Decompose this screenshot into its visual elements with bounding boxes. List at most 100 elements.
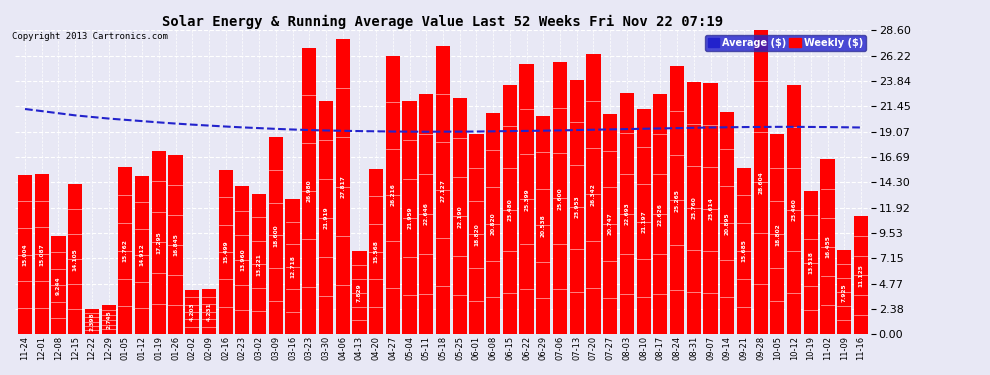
- Text: 25.600: 25.600: [557, 187, 562, 210]
- Text: 13.518: 13.518: [808, 251, 814, 274]
- Bar: [369, 169, 383, 334]
- Text: 7.925: 7.925: [842, 283, 846, 302]
- Bar: [787, 85, 801, 334]
- Text: 16.455: 16.455: [825, 236, 830, 258]
- Text: 23.480: 23.480: [508, 198, 513, 221]
- Bar: [252, 194, 266, 334]
- Text: 4.231: 4.231: [207, 303, 212, 321]
- Bar: [419, 94, 434, 334]
- Bar: [151, 150, 166, 334]
- Bar: [520, 64, 534, 334]
- Bar: [620, 93, 634, 334]
- Text: 14.105: 14.105: [72, 248, 77, 271]
- Bar: [336, 39, 349, 334]
- Bar: [85, 309, 99, 334]
- Text: 21.919: 21.919: [324, 207, 329, 229]
- Bar: [753, 30, 768, 334]
- Bar: [687, 82, 701, 334]
- Bar: [503, 85, 517, 334]
- Text: 27.127: 27.127: [441, 179, 446, 202]
- Bar: [770, 135, 784, 334]
- Bar: [102, 305, 116, 334]
- Text: 15.499: 15.499: [223, 241, 228, 263]
- Text: 11.125: 11.125: [858, 264, 863, 286]
- Bar: [586, 54, 601, 334]
- Text: 25.265: 25.265: [674, 189, 679, 211]
- Bar: [285, 199, 300, 334]
- Bar: [486, 113, 500, 334]
- Bar: [18, 175, 32, 334]
- Text: 14.912: 14.912: [140, 244, 145, 267]
- Text: 20.538: 20.538: [541, 214, 545, 237]
- Text: 13.960: 13.960: [240, 249, 245, 272]
- Text: 23.953: 23.953: [574, 196, 579, 218]
- Text: 28.604: 28.604: [758, 171, 763, 194]
- Bar: [670, 66, 684, 335]
- Bar: [553, 62, 567, 334]
- Bar: [804, 190, 818, 334]
- Text: 13.221: 13.221: [256, 253, 261, 276]
- Text: 26.980: 26.980: [307, 180, 312, 202]
- Bar: [720, 112, 735, 334]
- Bar: [51, 236, 65, 334]
- Bar: [202, 290, 216, 334]
- Bar: [168, 155, 182, 334]
- Text: 22.646: 22.646: [424, 202, 429, 225]
- Text: 23.614: 23.614: [708, 197, 713, 220]
- Bar: [268, 136, 283, 334]
- Bar: [302, 48, 317, 334]
- Text: 21.197: 21.197: [642, 210, 646, 233]
- Bar: [436, 46, 450, 334]
- Bar: [236, 186, 249, 334]
- Text: 9.244: 9.244: [56, 276, 61, 294]
- Text: 7.829: 7.829: [357, 284, 362, 302]
- Bar: [352, 251, 366, 334]
- Text: 22.626: 22.626: [657, 202, 663, 225]
- Text: 27.817: 27.817: [341, 175, 346, 198]
- Text: 18.802: 18.802: [775, 223, 780, 246]
- Bar: [185, 290, 199, 334]
- Bar: [118, 167, 133, 334]
- Bar: [219, 170, 233, 334]
- Text: 22.693: 22.693: [625, 202, 630, 225]
- Legend: Average ($), Weekly ($): Average ($), Weekly ($): [705, 35, 866, 51]
- Text: 23.460: 23.460: [792, 198, 797, 221]
- Bar: [403, 101, 417, 334]
- Text: 12.718: 12.718: [290, 255, 295, 278]
- Bar: [569, 80, 584, 334]
- Text: 26.342: 26.342: [591, 183, 596, 206]
- Bar: [853, 216, 868, 334]
- Bar: [704, 83, 718, 334]
- Text: 4.203: 4.203: [190, 303, 195, 321]
- Bar: [821, 159, 835, 334]
- Bar: [319, 101, 333, 334]
- Bar: [653, 94, 667, 334]
- Bar: [135, 176, 149, 334]
- Text: 15.087: 15.087: [40, 243, 45, 266]
- Text: 26.216: 26.216: [390, 184, 395, 207]
- Text: 15.004: 15.004: [23, 243, 28, 266]
- Text: 15.568: 15.568: [373, 240, 378, 263]
- Text: 2.398: 2.398: [89, 312, 94, 331]
- Bar: [537, 116, 550, 334]
- Text: 17.295: 17.295: [156, 231, 161, 254]
- Bar: [637, 109, 650, 334]
- Bar: [386, 56, 400, 334]
- Text: Copyright 2013 Cartronics.com: Copyright 2013 Cartronics.com: [12, 32, 167, 41]
- Text: 25.399: 25.399: [524, 188, 529, 211]
- Text: 20.747: 20.747: [608, 213, 613, 236]
- Bar: [35, 174, 49, 334]
- Bar: [737, 168, 751, 334]
- Text: 16.845: 16.845: [173, 233, 178, 256]
- Text: 21.959: 21.959: [407, 206, 412, 229]
- Title: Solar Energy & Running Average Value Last 52 Weeks Fri Nov 22 07:19: Solar Energy & Running Average Value Las…: [162, 15, 724, 29]
- Text: 15.762: 15.762: [123, 239, 128, 262]
- Text: 2.745: 2.745: [106, 310, 111, 329]
- Text: 18.600: 18.600: [273, 224, 278, 247]
- Text: 20.820: 20.820: [491, 212, 496, 235]
- Bar: [68, 184, 82, 334]
- Text: 18.820: 18.820: [474, 223, 479, 246]
- Text: 15.685: 15.685: [742, 240, 746, 262]
- Text: 22.190: 22.190: [457, 205, 462, 228]
- Text: 20.895: 20.895: [725, 212, 730, 235]
